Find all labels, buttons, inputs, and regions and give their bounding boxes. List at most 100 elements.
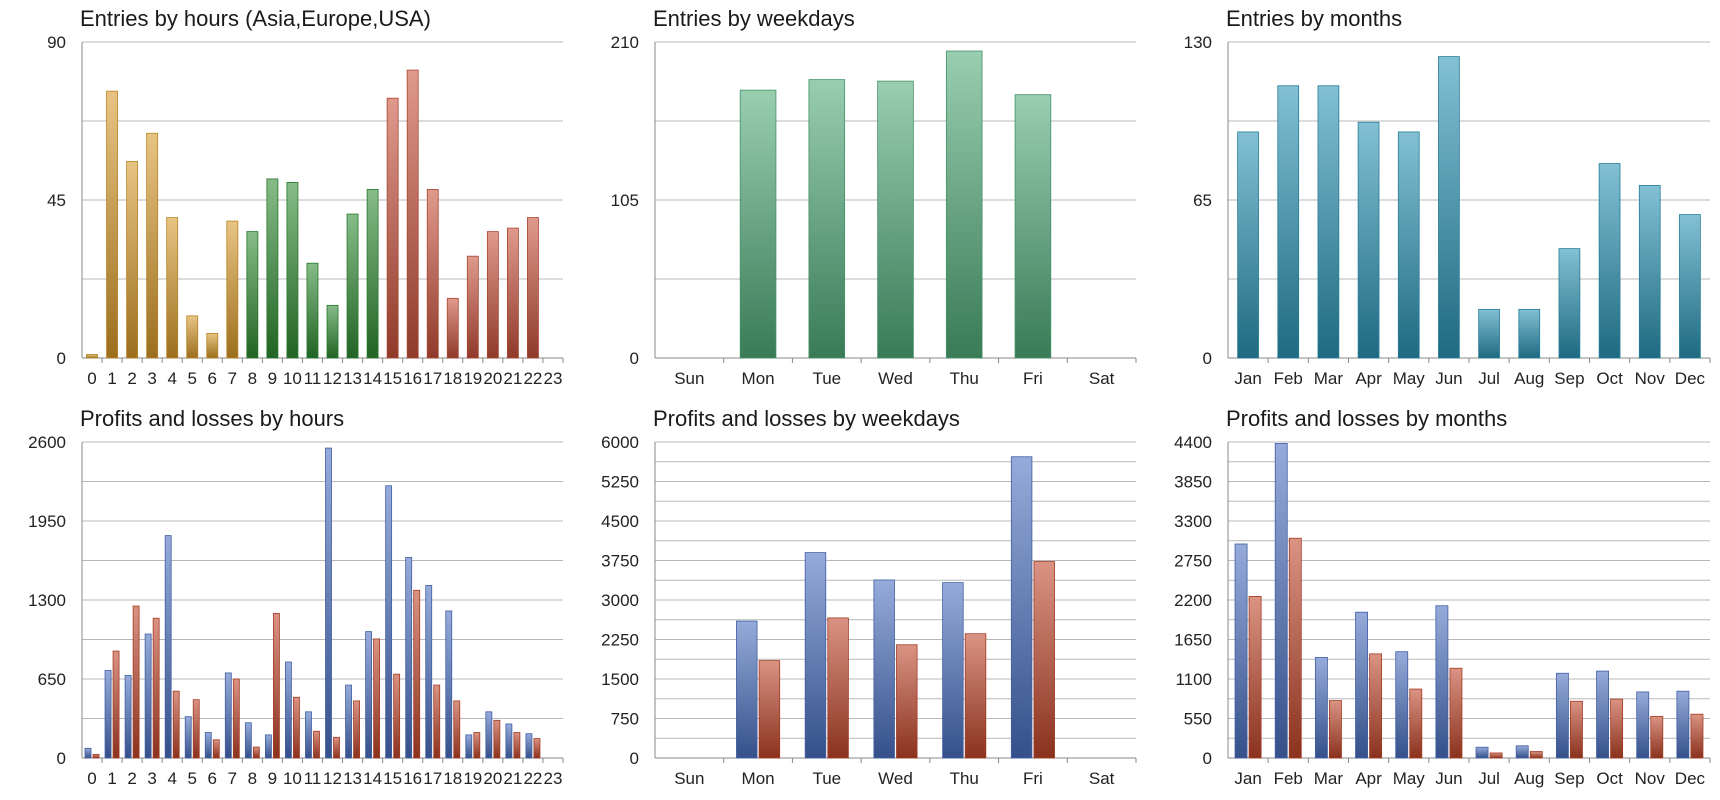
bar bbox=[112, 650, 120, 759]
y-tick-label: 4500 bbox=[601, 512, 639, 531]
bar bbox=[164, 535, 172, 759]
x-tick-label: 13 bbox=[343, 769, 362, 788]
bar bbox=[1638, 185, 1661, 359]
y-tick-label: 1300 bbox=[28, 591, 66, 610]
chart-profits-losses-by-hours: Profits and losses by hours 0 650 1300 1950… bbox=[0, 400, 573, 800]
x-tick-label: Oct bbox=[1596, 769, 1623, 788]
x-tick-label: Apr bbox=[1355, 769, 1382, 788]
bar bbox=[1369, 653, 1383, 759]
bar bbox=[1515, 745, 1529, 759]
bar bbox=[353, 700, 360, 759]
x-tick-label: 7 bbox=[228, 769, 237, 788]
bar bbox=[506, 227, 519, 359]
bar bbox=[305, 711, 312, 759]
x-tick-label: 1 bbox=[107, 369, 116, 388]
y-tick-label: 650 bbox=[38, 670, 66, 689]
bar bbox=[1598, 163, 1621, 359]
chart-profits-losses-by-weekdays: Profits and losses by weekdays 0 750 1500 2… bbox=[573, 400, 1146, 800]
x-tick-label: May bbox=[1393, 369, 1426, 388]
x-tick-label: 5 bbox=[187, 769, 196, 788]
x-tick-label: Mon bbox=[742, 369, 775, 388]
bar bbox=[252, 746, 260, 759]
bar bbox=[1676, 690, 1690, 759]
bar bbox=[366, 189, 379, 359]
bar bbox=[104, 670, 112, 759]
bar bbox=[473, 732, 481, 759]
x-tick-label: 13 bbox=[343, 369, 362, 388]
bar bbox=[808, 79, 846, 359]
bar bbox=[1478, 308, 1500, 359]
bar bbox=[1248, 596, 1262, 759]
y-tick-label: 3300 bbox=[1174, 512, 1212, 531]
x-tick-label: 9 bbox=[268, 369, 277, 388]
chart-plot: 0 105 210 Sun Mon Tue Wed Thu Fri Sat bbox=[611, 33, 1137, 388]
x-tick-label: Mar bbox=[1314, 769, 1344, 788]
y-tick-label: 5250 bbox=[601, 473, 639, 492]
x-tick-label: 6 bbox=[208, 769, 217, 788]
x-tick-label: Nov bbox=[1635, 769, 1666, 788]
x-tick-label: Sep bbox=[1554, 769, 1584, 788]
bar bbox=[1274, 443, 1288, 759]
bar bbox=[505, 723, 513, 759]
y-tick-label: 0 bbox=[1203, 349, 1212, 368]
bar bbox=[184, 716, 192, 759]
bar bbox=[124, 674, 132, 759]
bar bbox=[945, 50, 983, 359]
y-tick-label: 210 bbox=[611, 33, 639, 52]
x-tick-label: 19 bbox=[463, 769, 482, 788]
bar bbox=[126, 160, 139, 359]
y-tick-label: 45 bbox=[47, 191, 66, 210]
bar bbox=[192, 699, 200, 759]
y-tick-label: 2200 bbox=[1174, 591, 1212, 610]
bar bbox=[132, 605, 140, 759]
bar bbox=[1314, 657, 1328, 759]
x-tick-label: Mon bbox=[742, 769, 775, 788]
chart-title: Profits and losses by weekdays bbox=[653, 406, 960, 431]
y-tick-label: 130 bbox=[1184, 33, 1212, 52]
bar bbox=[405, 557, 413, 759]
x-tick-label: Jan bbox=[1234, 369, 1261, 388]
x-tick-label: 6 bbox=[208, 369, 217, 388]
y-tick-label: 1950 bbox=[28, 512, 66, 531]
bar bbox=[1610, 698, 1624, 759]
bar bbox=[513, 732, 521, 759]
bar bbox=[445, 610, 453, 759]
x-tick-label: 0 bbox=[87, 769, 96, 788]
bar bbox=[804, 552, 827, 759]
x-tick-label: Jul bbox=[1478, 369, 1500, 388]
bar bbox=[1558, 248, 1581, 359]
x-tick-label: Mar bbox=[1314, 369, 1344, 388]
x-tick-label: 0 bbox=[87, 369, 96, 388]
x-tick-label: 2 bbox=[127, 769, 136, 788]
x-tick-label: Sun bbox=[674, 769, 704, 788]
x-tick-label: Sat bbox=[1089, 769, 1115, 788]
bar bbox=[736, 620, 758, 759]
bar bbox=[964, 633, 987, 759]
bar bbox=[739, 89, 777, 359]
bar bbox=[346, 213, 359, 359]
y-tick-label: 1500 bbox=[601, 670, 639, 689]
chart-title: Entries by hours (Asia,Europe,USA) bbox=[80, 6, 431, 31]
x-tick-label: 11 bbox=[304, 769, 322, 788]
x-tick-label: 22 bbox=[523, 369, 542, 388]
bar bbox=[1650, 715, 1664, 759]
bar bbox=[1010, 456, 1033, 759]
x-tick-label: 11 bbox=[304, 369, 322, 388]
bar bbox=[493, 719, 501, 759]
bar bbox=[106, 90, 118, 359]
bar bbox=[264, 734, 272, 759]
x-tick-label: Thu bbox=[950, 769, 979, 788]
y-tick-label: 3850 bbox=[1174, 473, 1212, 492]
x-tick-label: 15 bbox=[383, 769, 402, 788]
x-tick-label: 10 bbox=[283, 769, 302, 788]
bar bbox=[86, 354, 98, 359]
y-tick-label: 0 bbox=[1203, 749, 1212, 768]
bar bbox=[84, 747, 92, 759]
bar bbox=[942, 582, 964, 759]
x-tick-label: 23 bbox=[544, 769, 563, 788]
bar bbox=[333, 736, 340, 759]
bar bbox=[426, 189, 439, 359]
x-tick-label: 8 bbox=[248, 369, 257, 388]
x-tick-label: 20 bbox=[483, 369, 502, 388]
